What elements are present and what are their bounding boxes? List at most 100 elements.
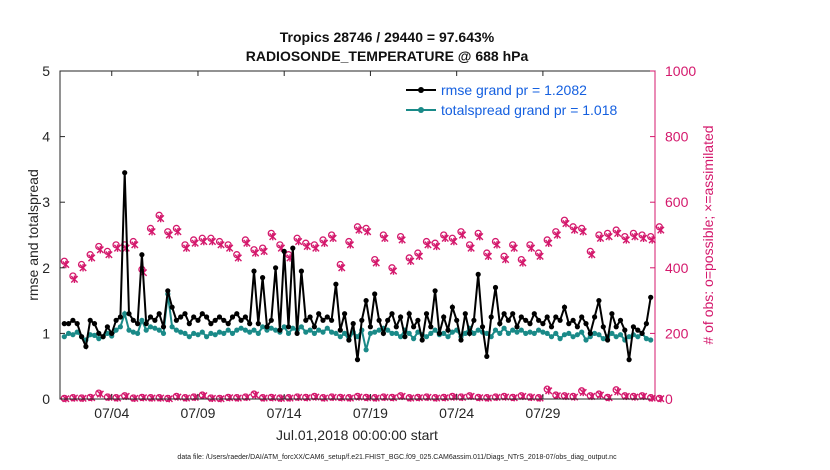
totalspread-point — [186, 334, 192, 340]
totalspread-point — [428, 330, 434, 336]
obs-assimilated-marker — [139, 393, 148, 402]
rmse-point — [436, 330, 442, 336]
obs-possible-marker — [181, 394, 189, 402]
obs-possible-marker — [103, 393, 112, 401]
obs-possible-marker — [647, 394, 655, 402]
rmse-point — [592, 314, 598, 320]
rmse-point — [406, 311, 412, 317]
obs-assimilated-marker — [579, 388, 587, 397]
totalspread-point — [354, 334, 361, 340]
obs-assimilated-marker — [467, 244, 475, 252]
rmse-point — [191, 314, 197, 320]
totalspread-point — [540, 329, 546, 335]
obs-assimilated-marker — [79, 394, 87, 403]
series-lines — [61, 170, 654, 363]
y-right-tick-label: 600 — [665, 194, 689, 210]
rmse-point — [165, 288, 171, 294]
y-right-tick-label: 0 — [665, 391, 673, 407]
totalspread-point — [290, 325, 296, 331]
totalspread-point — [135, 330, 141, 336]
totalspread-point — [389, 330, 395, 336]
obs-assimilated-marker — [605, 232, 613, 241]
totalspread-point — [484, 330, 490, 336]
rmse-point — [273, 265, 279, 271]
totalspread-point — [423, 334, 430, 340]
totalspread-point — [609, 330, 615, 336]
obs-possible-marker — [77, 394, 86, 402]
rmse-point — [346, 337, 352, 343]
obs-possible-marker — [422, 237, 431, 246]
rmse-point — [91, 321, 98, 327]
totalspread-point — [462, 330, 468, 336]
totalspread-point — [273, 327, 279, 333]
rmse-point — [268, 317, 274, 323]
rmse-point — [648, 294, 654, 300]
obs-assimilated-marker — [363, 393, 372, 402]
obs-possible-marker — [224, 393, 232, 402]
obs-possible-marker — [86, 251, 94, 259]
obs-assimilated-marker — [562, 219, 570, 228]
rmse-point — [281, 248, 287, 254]
totalspread-point — [91, 332, 98, 338]
obs-assimilated-marker — [277, 394, 286, 403]
obs-possible-marker — [431, 394, 439, 402]
rmse-point — [61, 321, 67, 327]
rmse-point — [574, 324, 581, 330]
obs-possible-marker — [405, 254, 413, 262]
totalspread-point — [208, 330, 214, 336]
x-tick-label: 07/24 — [439, 405, 474, 421]
obs-possible-marker — [414, 393, 422, 402]
totalspread-point — [281, 324, 287, 330]
rmse-point — [135, 321, 141, 327]
totalspread-point — [505, 330, 511, 336]
obs-assimilated-marker — [415, 252, 424, 261]
obs-assimilated-marker — [225, 393, 234, 402]
rmse-point — [100, 334, 106, 340]
obs-possible-marker — [60, 257, 68, 265]
obs-assimilated-marker — [501, 255, 510, 264]
legend: rmse grand pr = 1.2082 totalspread grand… — [402, 76, 650, 121]
obs-assimilated-marker — [260, 247, 268, 256]
obs-assimilated-marker — [458, 231, 467, 239]
obs-assimilated-marker — [303, 242, 311, 251]
totalspread-point — [475, 327, 481, 333]
obs-possible-marker — [267, 229, 275, 238]
rmse-point — [350, 321, 356, 327]
obs-assimilated-marker — [536, 252, 544, 261]
obs-assimilated-marker — [70, 275, 79, 283]
rmse-point — [79, 334, 85, 340]
rmse-point — [367, 324, 373, 330]
obs-assimilated-marker — [208, 237, 217, 246]
obs-possible-marker — [103, 247, 112, 256]
obs-possible-marker — [181, 241, 189, 249]
rmse-point — [324, 314, 330, 320]
obs-possible-marker — [224, 241, 232, 249]
rmse-point — [596, 298, 602, 304]
totalspread-point — [393, 330, 399, 336]
obs-assimilated-marker — [217, 241, 225, 249]
obs-assimilated-marker — [225, 244, 234, 252]
totalspread-point — [113, 327, 119, 333]
obs-assimilated-marker — [286, 394, 294, 402]
obs-possible-marker — [233, 251, 241, 259]
obs-possible-marker — [457, 393, 465, 401]
obs-possible-marker — [86, 393, 94, 402]
rmse-point — [311, 324, 317, 330]
totalspread-point — [66, 330, 72, 336]
totalspread-point — [411, 336, 417, 342]
rmse-point — [441, 314, 447, 320]
y-right-tick-label: 800 — [665, 129, 689, 145]
rmse-point — [531, 311, 537, 317]
y-right-tick-label: 200 — [665, 325, 689, 341]
obs-possible-marker — [276, 241, 284, 249]
totalspread-point — [74, 329, 80, 335]
totalspread-point — [372, 329, 378, 335]
obs-assimilated-marker — [519, 259, 527, 267]
obs-assimilated-marker — [234, 254, 242, 262]
rmse-point — [229, 314, 236, 320]
rmse-point — [510, 311, 516, 317]
obs-possible-marker — [336, 393, 344, 402]
totalspread-point — [298, 324, 304, 330]
totalspread-point — [648, 337, 654, 343]
